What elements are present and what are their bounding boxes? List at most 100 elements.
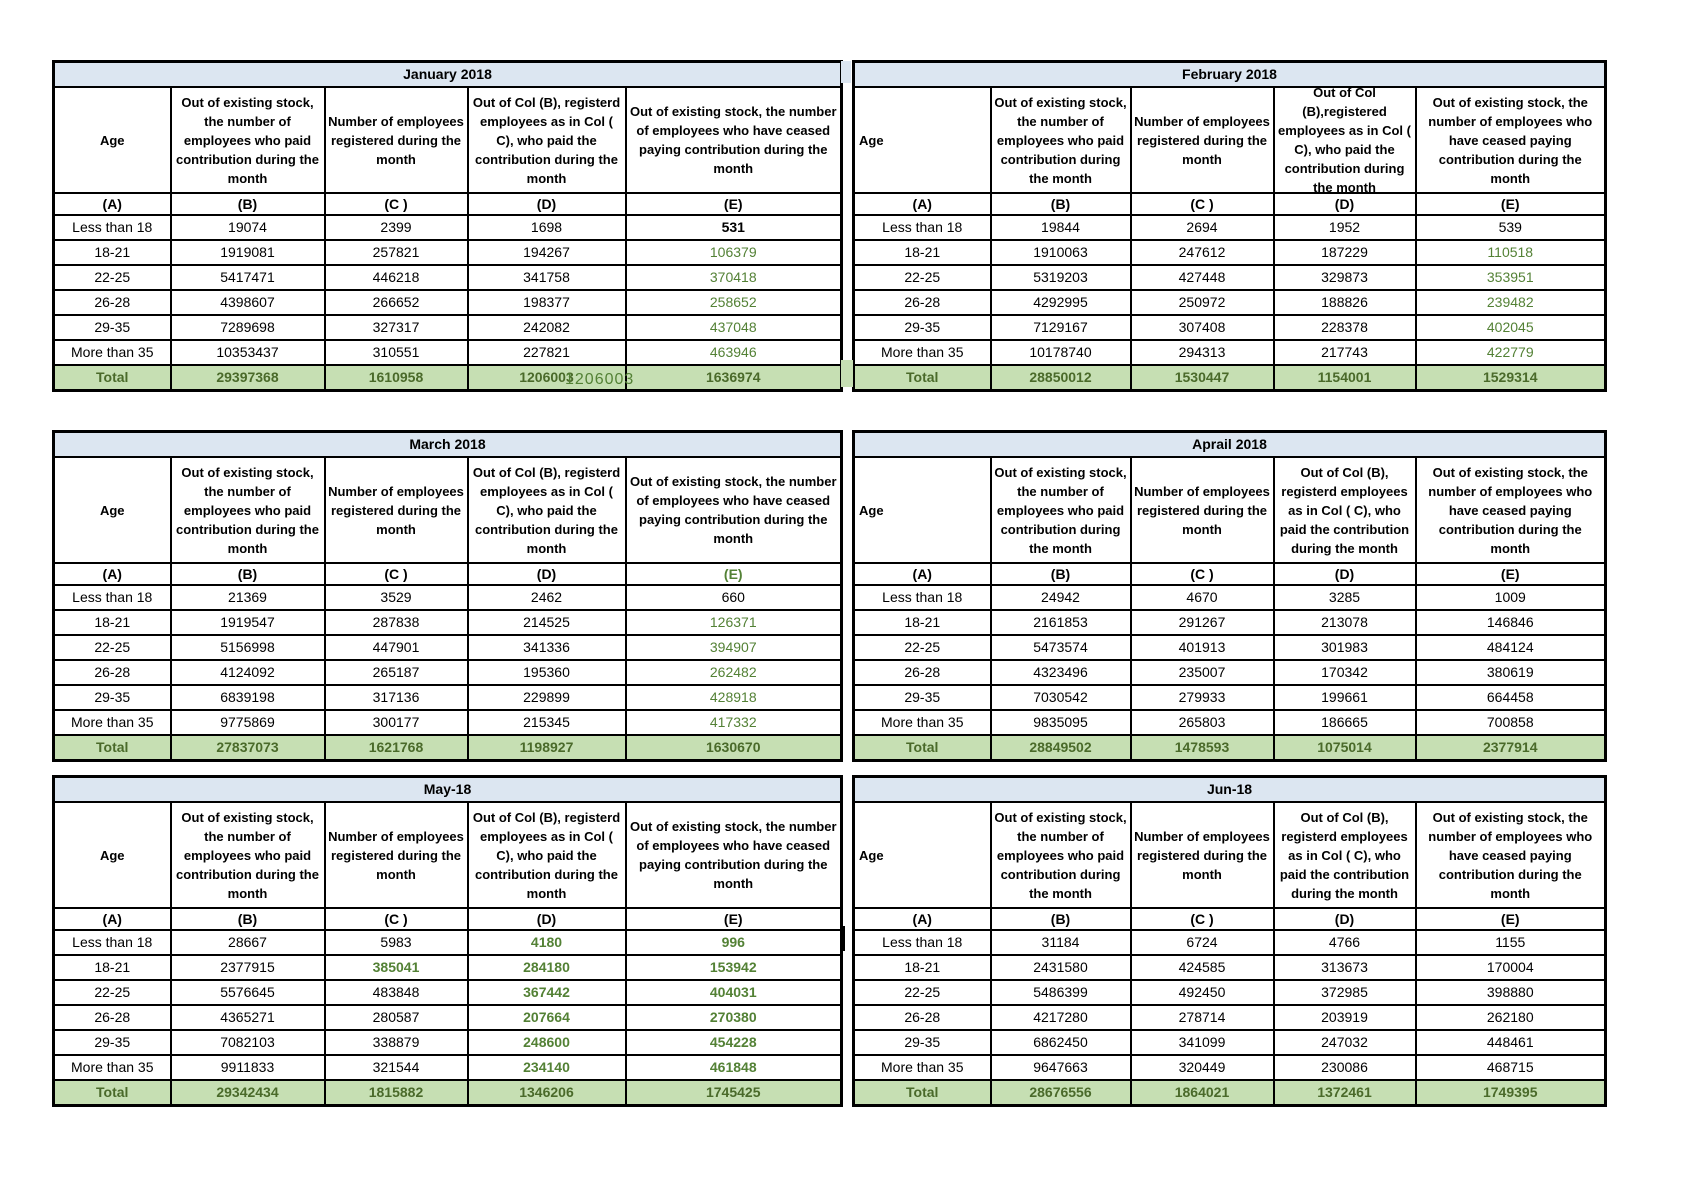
- total-value-cell: 28676556: [989, 1079, 1132, 1107]
- column-header-text: Out of existing stock, the number of emp…: [176, 464, 319, 556]
- column-header: Number of employees registered during th…: [323, 86, 469, 194]
- col-letter: (E): [1414, 562, 1607, 586]
- col-letter: (A): [852, 907, 992, 931]
- value-cell: 372985: [1272, 979, 1417, 1006]
- value-cell: 215345: [466, 709, 627, 736]
- total-value-cell: 1621768: [323, 734, 469, 762]
- value-cell: 5576645: [169, 979, 326, 1006]
- column-header-text: Out of existing stock, the number of emp…: [1428, 94, 1593, 186]
- value-cell: 404031: [624, 979, 843, 1006]
- col-letter: (B): [989, 192, 1132, 216]
- value-cell: 483848: [323, 979, 469, 1006]
- total-label-cell: Total: [852, 734, 992, 762]
- stray-overlapping-number: 1206003: [565, 371, 635, 388]
- value-cell: 310551: [323, 339, 469, 366]
- column-header: Age: [852, 86, 992, 194]
- value-cell: 229899: [466, 684, 627, 711]
- column-header-text: Age: [99, 132, 125, 148]
- gap-total-fill: [841, 360, 853, 387]
- table-title: January 2018: [52, 60, 843, 88]
- value-cell: 262482: [624, 659, 843, 686]
- value-cell: 194267: [466, 239, 627, 266]
- value-cell: 153942: [624, 954, 843, 981]
- value-cell: 4323496: [989, 659, 1132, 686]
- value-cell: 484124: [1414, 634, 1607, 661]
- value-cell: 199661: [1272, 684, 1417, 711]
- age-group-cell: 18-21: [52, 954, 172, 981]
- age-group-cell: 22-25: [52, 979, 172, 1006]
- column-header-text: Age: [99, 502, 125, 518]
- age-group-cell: 29-35: [52, 684, 172, 711]
- value-cell: 5319203: [989, 264, 1132, 291]
- value-cell: 353951: [1414, 264, 1607, 291]
- value-cell: 198377: [466, 289, 627, 316]
- total-value-cell: 1529314: [1414, 364, 1607, 392]
- value-cell: 6724: [1129, 929, 1275, 956]
- age-group-cell: Less than 18: [852, 929, 992, 956]
- total-value-cell: 1198927: [466, 734, 627, 762]
- value-cell: 278714: [1129, 1004, 1275, 1031]
- table-title: Jun-18: [852, 775, 1607, 803]
- value-cell: 664458: [1414, 684, 1607, 711]
- column-header-text: Age: [99, 847, 125, 863]
- value-cell: 19844: [989, 214, 1132, 241]
- total-value-cell: 1478593: [1129, 734, 1275, 762]
- value-cell: 401913: [1129, 634, 1275, 661]
- column-header: Out of existing stock, the number of emp…: [1414, 801, 1607, 909]
- age-group-cell: Less than 18: [52, 929, 172, 956]
- value-cell: 9835095: [989, 709, 1132, 736]
- total-value-cell: 1636974: [624, 364, 843, 392]
- value-cell: 367442: [466, 979, 627, 1006]
- table-title: Aprail 2018: [852, 430, 1607, 458]
- month-table-january-2018: January 2018 Age Out of existing stock, th…: [52, 60, 843, 392]
- value-cell: 10353437: [169, 339, 326, 366]
- value-cell: 203919: [1272, 1004, 1417, 1031]
- column-header: Out of existing stock, the number of emp…: [989, 86, 1132, 194]
- value-cell: 402045: [1414, 314, 1607, 341]
- age-group-cell: Less than 18: [52, 214, 172, 241]
- month-table-may-18: May-18 Age Out of existing stock, the numb…: [52, 775, 843, 1107]
- column-header: Out of existing stock, the number of emp…: [989, 456, 1132, 564]
- value-cell: 21369: [169, 584, 326, 611]
- total-value-cell: 1749395: [1414, 1079, 1607, 1107]
- value-cell: 9647663: [989, 1054, 1132, 1081]
- value-cell: 207664: [466, 1004, 627, 1031]
- age-group-cell: More than 35: [52, 339, 172, 366]
- column-header-text: Out of Col (B), registerd employees as i…: [472, 809, 621, 901]
- value-cell: 195360: [466, 659, 627, 686]
- value-cell: 4365271: [169, 1004, 326, 1031]
- age-group-cell: 18-21: [52, 609, 172, 636]
- value-cell: 1919081: [169, 239, 326, 266]
- value-cell: 341099: [1129, 1029, 1275, 1056]
- value-cell: 228378: [1272, 314, 1417, 341]
- value-cell: 447901: [323, 634, 469, 661]
- age-group-cell: 26-28: [52, 289, 172, 316]
- col-letter: (B): [989, 562, 1132, 586]
- column-header-text: Number of employees registered during th…: [1134, 483, 1270, 537]
- value-cell: 2399: [323, 214, 469, 241]
- value-cell: 428918: [624, 684, 843, 711]
- value-cell: 1009: [1414, 584, 1607, 611]
- column-header-text: Out of existing stock, the number of emp…: [176, 94, 319, 186]
- value-cell: 279933: [1129, 684, 1275, 711]
- column-header-text: Out of Col (B), registerd employees as i…: [1279, 464, 1410, 556]
- total-value-cell: 1346206: [466, 1079, 627, 1107]
- col-letter: (C ): [323, 192, 469, 216]
- age-group-cell: Less than 18: [852, 214, 992, 241]
- column-header-text: Out of existing stock, the number of emp…: [176, 809, 319, 901]
- value-cell: 248600: [466, 1029, 627, 1056]
- column-header-text: Out of existing stock, the number of emp…: [994, 94, 1127, 186]
- value-cell: 188826: [1272, 289, 1417, 316]
- value-cell: 660: [624, 584, 843, 611]
- total-value-cell: 1154001: [1272, 364, 1417, 392]
- column-header-text: Out of Col (B),registered employees as i…: [1278, 88, 1411, 192]
- total-value-cell: 1610958: [323, 364, 469, 392]
- age-group-cell: 22-25: [852, 979, 992, 1006]
- value-cell: 5473574: [989, 634, 1132, 661]
- value-cell: 320449: [1129, 1054, 1275, 1081]
- column-header: Number of employees registered during th…: [1129, 86, 1275, 194]
- value-cell: 1919547: [169, 609, 326, 636]
- value-cell: 247032: [1272, 1029, 1417, 1056]
- col-letter: (D): [1272, 192, 1417, 216]
- col-letter: (E): [624, 562, 843, 586]
